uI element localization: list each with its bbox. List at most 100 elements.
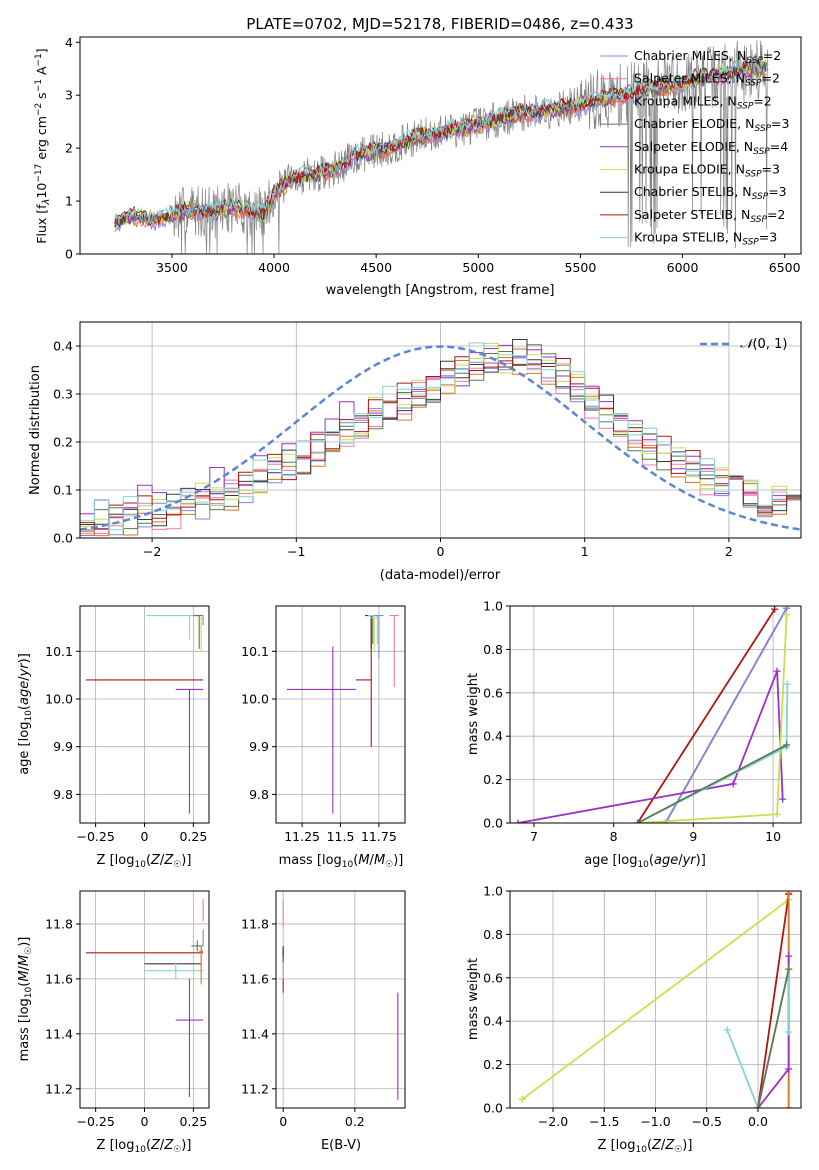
weight-marker bbox=[771, 606, 779, 613]
x-tick-label: −2.0 bbox=[538, 1114, 568, 1129]
y-tick-label: 10.1 bbox=[45, 644, 73, 659]
legend-label: Salpeter ELODIE, NSSP=4 bbox=[634, 139, 788, 157]
legend-label: Kroupa STELIB, NSSP=3 bbox=[634, 230, 777, 248]
y-tick-label: 11.8 bbox=[45, 916, 73, 931]
spectrum-ylabel: Flux [fλ10−17 erg cm−2 s−1 A−1] bbox=[34, 48, 52, 243]
weight-marker bbox=[783, 741, 791, 749]
x-tick-label: 0 bbox=[141, 1114, 149, 1129]
axes-frame: 3500 4000 4500 5000 5500 6000 6500 0 1 2 3 4 bbox=[65, 35, 802, 275]
axes-box bbox=[509, 605, 802, 824]
plot-area bbox=[85, 899, 204, 1098]
y-tick-label: 0.0 bbox=[483, 1101, 503, 1116]
weight-marker bbox=[785, 1028, 793, 1036]
mass-vs-ebv-xlabel: E(B-V) bbox=[321, 1138, 361, 1153]
y-tick-label: 0.4 bbox=[483, 729, 503, 744]
weight-marker bbox=[729, 780, 737, 788]
y-tick-label: 10.0 bbox=[241, 692, 269, 707]
axes-frame: −2.0 −1.5 −1.0 −0.5 0.0 0.0 0.2 0.4 0.6 0.8 1.0 bbox=[483, 884, 802, 1129]
x-tick-label: 11.25 bbox=[284, 829, 320, 844]
x-tick-label: −0.5 bbox=[692, 1114, 722, 1129]
age-vs-mass-xlabel: mass [log10(M/M☉)] bbox=[279, 853, 404, 870]
x-tick-label: 0 bbox=[279, 1114, 287, 1129]
mass-vs-z-plot: −0.25 0 0.25 11.2 11.4 11.6 11.8 bbox=[45, 890, 210, 1129]
y-tick-label: 11.8 bbox=[241, 916, 269, 931]
figure-title: PLATE=0702, MJD=52178, FIBERID=0486, z=0… bbox=[246, 15, 633, 33]
spectrum-xlabel: wavelength [Angstrom, rest frame] bbox=[326, 283, 555, 298]
weight-marker bbox=[518, 1095, 526, 1103]
weight-marker bbox=[773, 810, 781, 818]
axes-frame: −0.25 0 0.25 11.2 11.4 11.6 11.8 bbox=[45, 890, 210, 1129]
weight-line-5 bbox=[757, 968, 790, 1108]
y-tick-label: 11.6 bbox=[241, 971, 269, 986]
residuals-panel: −2 −1 0 1 2 0.0 0.1 0.2 0.3 0.4 (data-model)/erro… bbox=[28, 321, 802, 583]
weight-vs-z-plot: −2.0 −1.5 −1.0 −0.5 0.0 0.0 0.2 0.4 0.6 0.8 1.0 bbox=[483, 884, 802, 1129]
mass-vs-z-ylabel: mass [log10(M/M☉)] bbox=[17, 937, 34, 1062]
weight-vs-age-ylabel: mass weight bbox=[466, 673, 481, 755]
x-tick-label: 0.25 bbox=[179, 829, 207, 844]
y-tick-label: 0.2 bbox=[53, 435, 73, 450]
weight-vs-z-ylabel: mass weight bbox=[466, 958, 481, 1040]
x-tick-label: 3500 bbox=[156, 260, 188, 275]
legend-label: Salpeter MILES, NSSP=2 bbox=[634, 71, 780, 89]
y-tick-label: 9.9 bbox=[249, 739, 269, 754]
axes-frame: 0 0.2 11.2 11.4 11.6 11.8 bbox=[241, 890, 406, 1129]
x-tick-label: −1.0 bbox=[640, 1114, 670, 1129]
x-tick-label: 0 bbox=[141, 829, 149, 844]
x-tick-label: 1 bbox=[581, 544, 589, 559]
mass-vs-ebv-panel: 0 0.2 11.2 11.4 11.6 11.8 E(B-V) bbox=[241, 890, 406, 1153]
weight-marker bbox=[785, 965, 793, 973]
x-tick-label: −1 bbox=[287, 544, 305, 559]
y-tick-label: 10.0 bbox=[45, 692, 73, 707]
weight-marker bbox=[514, 819, 522, 823]
x-tick-label: −1.5 bbox=[589, 1114, 619, 1129]
y-tick-label: 1.0 bbox=[483, 884, 503, 899]
y-tick-label: 0.6 bbox=[483, 970, 503, 985]
legend-label: Chabrier ELODIE, NSSP=3 bbox=[634, 116, 789, 134]
axes-box bbox=[275, 890, 406, 1109]
y-tick-label: 4 bbox=[65, 35, 73, 50]
y-tick-label: 0.8 bbox=[483, 642, 503, 657]
weight-vs-z-xlabel: Z [log10(Z/Z☉)] bbox=[598, 1138, 693, 1155]
y-tick-label: 0.2 bbox=[483, 772, 503, 787]
x-tick-label: 0.25 bbox=[179, 1114, 207, 1129]
x-tick-label: −0.25 bbox=[76, 1114, 114, 1129]
y-tick-label: 11.2 bbox=[241, 1081, 269, 1096]
plot-area bbox=[514, 606, 791, 823]
spectrum-plot: 3500 4000 4500 5000 5500 6000 6500 0 1 2 3 4 bbox=[65, 35, 802, 275]
axes-frame: 7 8 9 10 0.0 0.2 0.4 0.6 0.8 1.0 bbox=[483, 599, 802, 844]
mass-vs-z-panel: −0.25 0 0.25 11.2 11.4 11.6 11.8 Z [log10(Z/Z☉… bbox=[17, 890, 210, 1155]
y-tick-label: 0.4 bbox=[483, 1014, 503, 1029]
x-tick-label: 5000 bbox=[462, 260, 494, 275]
residuals-xlabel: (data-model)/error bbox=[380, 568, 501, 583]
model-spectrum-8 bbox=[114, 58, 769, 225]
x-tick-label: 4000 bbox=[258, 260, 290, 275]
gaussian-curve bbox=[80, 345, 801, 531]
plot-area bbox=[80, 339, 801, 537]
legend-label: Chabrier STELIB, NSSP=3 bbox=[634, 184, 787, 202]
age-vs-mass-plot: 11.25 11.5 11.75 9.8 9.9 10.0 10.1 bbox=[241, 605, 406, 844]
residuals-legend: 𝒩(0, 1) bbox=[700, 337, 787, 352]
plot-area bbox=[518, 891, 793, 1108]
weight-marker bbox=[723, 1026, 731, 1034]
axes-frame: −0.25 0 0.25 9.8 9.9 10.0 10.1 bbox=[45, 605, 210, 844]
weight-line-2 bbox=[664, 607, 788, 823]
y-tick-label: 11.4 bbox=[45, 1026, 73, 1041]
weight-marker bbox=[785, 952, 793, 960]
legend-label: Kroupa ELODIE, NSSP=3 bbox=[634, 162, 780, 180]
weight-marker bbox=[783, 611, 791, 619]
x-tick-label: 4500 bbox=[360, 260, 392, 275]
weight-marker bbox=[773, 667, 781, 675]
x-tick-label: 7 bbox=[530, 829, 538, 844]
weight-marker bbox=[779, 795, 787, 803]
gaussian-legend-label: 𝒩(0, 1) bbox=[740, 337, 787, 352]
weight-marker bbox=[634, 819, 642, 823]
mass-vs-z-xlabel: Z [log10(Z/Z☉)] bbox=[97, 1138, 192, 1155]
weight-line-6 bbox=[637, 744, 788, 823]
y-tick-label: 1 bbox=[65, 194, 73, 209]
weight-line-3 bbox=[517, 670, 784, 823]
weight-marker bbox=[785, 1065, 793, 1073]
x-tick-label: −2 bbox=[143, 544, 161, 559]
age-vs-z-xlabel: Z [log10(Z/Z☉)] bbox=[97, 853, 192, 870]
weight-marker bbox=[754, 1104, 762, 1108]
x-tick-label: 0 bbox=[437, 544, 445, 559]
